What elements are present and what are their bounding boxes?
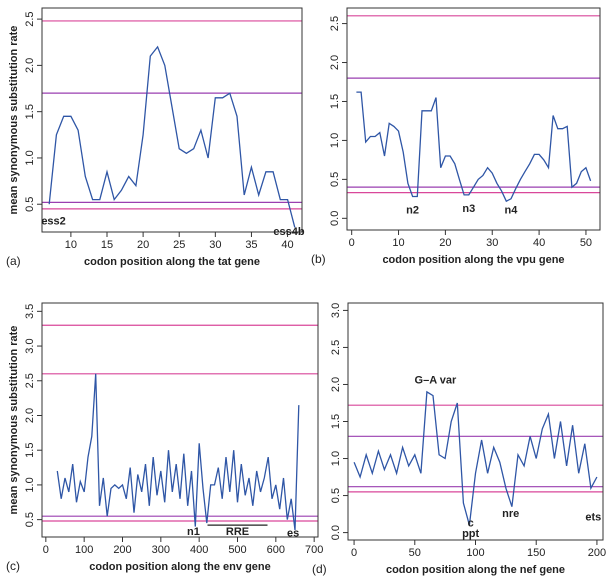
annotation: ess2 xyxy=(41,216,65,228)
y-tick-label: 0.0 xyxy=(330,525,342,540)
x-tick-label: 20 xyxy=(137,239,149,251)
y-tick-label: 1.5 xyxy=(330,414,342,429)
x-tick-label: 700 xyxy=(305,544,323,556)
x-tick-label: 10 xyxy=(65,239,77,251)
annotation: ppt xyxy=(462,528,479,540)
x-tick-label: 40 xyxy=(281,239,293,251)
x-tick-label: 200 xyxy=(588,547,606,559)
y-tick-label: 0.5 xyxy=(24,197,36,212)
annotation: c xyxy=(468,518,474,530)
y-tick-label: 1.5 xyxy=(24,443,36,458)
y-tick-label: 1.5 xyxy=(24,104,36,119)
x-tick-label: 15 xyxy=(101,239,113,251)
y-axis-label: mean synonymous substitution rate xyxy=(8,326,20,515)
x-tick-label: 400 xyxy=(190,544,208,556)
x-axis-label: codon position along the tat gene xyxy=(84,256,260,268)
x-tick-label: 600 xyxy=(267,544,285,556)
annotation: es xyxy=(287,527,299,539)
panel-label: (a) xyxy=(6,254,21,268)
x-tick-label: 500 xyxy=(228,544,246,556)
x-tick-label: 20 xyxy=(439,237,451,249)
y-tick-label: 2.0 xyxy=(329,55,341,70)
annotation: ess4b xyxy=(273,226,304,238)
y-tick-label: 0.0 xyxy=(329,211,341,226)
plot-frame xyxy=(346,7,601,231)
x-tick-label: 100 xyxy=(75,544,93,556)
y-tick-label: 3.0 xyxy=(330,303,342,318)
annotation: nre xyxy=(502,508,519,520)
y-tick-label: 2.0 xyxy=(330,377,342,392)
panel-label: (d) xyxy=(312,562,327,576)
x-tick-label: 100 xyxy=(466,547,484,559)
x-tick-label: 200 xyxy=(113,544,131,556)
y-tick-label: 1.0 xyxy=(24,477,36,492)
y-tick-label: 1.5 xyxy=(329,94,341,109)
y-tick-label: 2.0 xyxy=(24,58,36,73)
annotation: n4 xyxy=(505,204,519,216)
x-axis-label: codon position along the vpu gene xyxy=(382,254,564,266)
y-tick-label: 2.5 xyxy=(24,11,36,26)
annotation: n3 xyxy=(462,203,475,215)
y-axis-label: mean synonymous substitution rate xyxy=(8,26,20,215)
annotation: n2 xyxy=(406,204,419,216)
y-tick-label: 3.0 xyxy=(24,338,36,353)
data-line xyxy=(353,390,598,526)
x-tick-label: 10 xyxy=(392,237,404,249)
y-tick-label: 1.0 xyxy=(329,133,341,148)
y-tick-label: 0.5 xyxy=(330,488,342,503)
panel-label: (c) xyxy=(6,559,20,573)
y-tick-label: 1.0 xyxy=(330,451,342,466)
plot-frame xyxy=(41,7,303,233)
panel-label: (b) xyxy=(311,252,326,266)
y-tick-label: 2.0 xyxy=(24,408,36,423)
x-tick-label: 0 xyxy=(351,547,357,559)
y-tick-label: 1.0 xyxy=(24,150,36,165)
data-line xyxy=(356,91,592,203)
x-tick-label: 0 xyxy=(349,237,355,249)
data-line xyxy=(48,45,296,228)
x-tick-label: 300 xyxy=(152,544,170,556)
x-tick-label: 25 xyxy=(173,239,185,251)
x-axis-label: codon position along the nef gene xyxy=(386,564,565,576)
y-tick-label: 2.5 xyxy=(330,340,342,355)
x-tick-label: 50 xyxy=(580,237,592,249)
annotation: ets xyxy=(585,512,601,524)
plot-frame xyxy=(347,302,604,541)
x-tick-label: 35 xyxy=(245,239,257,251)
y-tick-label: 0.5 xyxy=(24,512,36,527)
plot-frame xyxy=(41,302,319,538)
annotation: n1 xyxy=(187,526,200,538)
y-tick-label: 2.5 xyxy=(24,373,36,388)
data-line xyxy=(56,373,300,531)
x-tick-label: 30 xyxy=(486,237,498,249)
annotation: RRE xyxy=(226,526,249,538)
x-tick-label: 0 xyxy=(43,544,49,556)
x-tick-label: 40 xyxy=(533,237,545,249)
x-tick-label: 50 xyxy=(409,547,421,559)
annotation: G–A var xyxy=(415,375,458,387)
y-tick-label: 3.5 xyxy=(24,304,36,319)
y-tick-label: 2.5 xyxy=(329,16,341,31)
x-tick-label: 30 xyxy=(209,239,221,251)
x-tick-label: 150 xyxy=(527,547,545,559)
y-tick-label: 0.5 xyxy=(329,172,341,187)
x-axis-label: codon position along the env gene xyxy=(89,561,271,573)
